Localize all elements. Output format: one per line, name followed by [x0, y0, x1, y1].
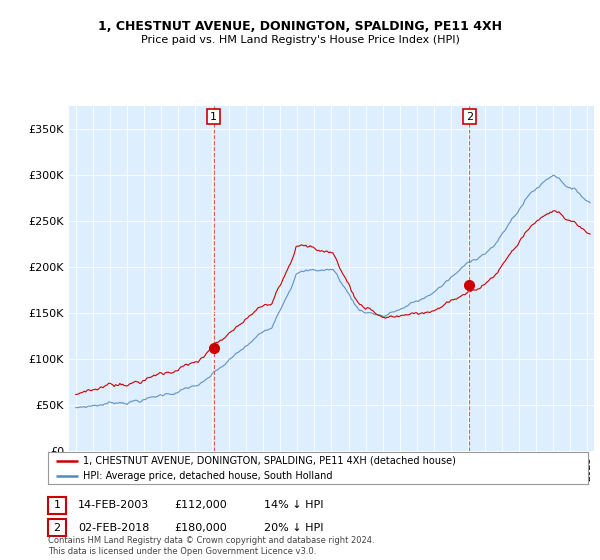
Text: 14-FEB-2003: 14-FEB-2003 [78, 500, 149, 510]
Text: 1: 1 [53, 500, 61, 510]
Text: 1: 1 [210, 111, 217, 122]
Text: 2: 2 [53, 522, 61, 533]
Text: 1, CHESTNUT AVENUE, DONINGTON, SPALDING, PE11 4XH: 1, CHESTNUT AVENUE, DONINGTON, SPALDING,… [98, 20, 502, 32]
Text: Price paid vs. HM Land Registry's House Price Index (HPI): Price paid vs. HM Land Registry's House … [140, 35, 460, 45]
Text: 1, CHESTNUT AVENUE, DONINGTON, SPALDING, PE11 4XH (detached house): 1, CHESTNUT AVENUE, DONINGTON, SPALDING,… [83, 456, 456, 466]
Text: 20% ↓ HPI: 20% ↓ HPI [264, 522, 323, 533]
Text: £112,000: £112,000 [174, 500, 227, 510]
Text: Contains HM Land Registry data © Crown copyright and database right 2024.
This d: Contains HM Land Registry data © Crown c… [48, 536, 374, 556]
Text: £180,000: £180,000 [174, 522, 227, 533]
Text: 02-FEB-2018: 02-FEB-2018 [78, 522, 149, 533]
Text: 2: 2 [466, 111, 473, 122]
Text: HPI: Average price, detached house, South Holland: HPI: Average price, detached house, Sout… [83, 470, 332, 480]
Text: 14% ↓ HPI: 14% ↓ HPI [264, 500, 323, 510]
